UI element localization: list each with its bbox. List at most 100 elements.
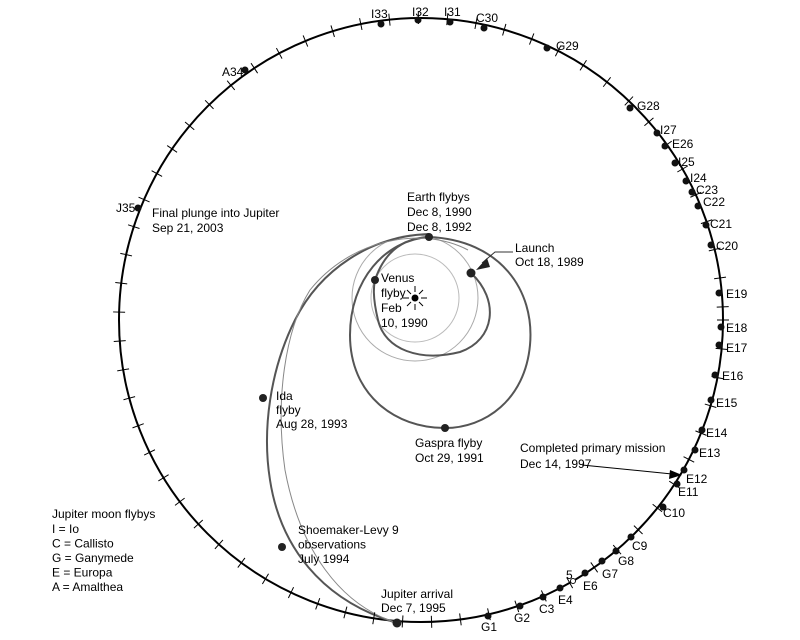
moon-flyby-dot <box>711 371 719 379</box>
sun-icon <box>403 286 427 310</box>
jupiter-arrival-label: Jupiter arrival <box>381 587 453 601</box>
moon-flyby-dot <box>680 466 688 474</box>
moon-flyby-markers <box>134 16 725 620</box>
inner-loop-trajectory <box>372 236 491 357</box>
orbit-tick <box>113 340 126 342</box>
primary-mission-arrowhead <box>669 470 682 479</box>
moon-flyby-label: C9 <box>632 539 648 553</box>
orbit-tick <box>677 165 688 173</box>
moon-flyby-label: I24 <box>690 171 707 185</box>
orbit-tick <box>117 368 130 372</box>
moon-flyby-dot <box>671 159 679 167</box>
moon-flyby-dot <box>556 584 564 592</box>
orbit-tick <box>715 347 728 351</box>
moon-flyby-dot <box>707 396 715 404</box>
moon-flyby-label: J35 <box>116 201 136 215</box>
moon-flyby-dot <box>717 323 725 331</box>
moon-flyby-label: G2 <box>514 611 530 625</box>
primary-mission-label: Completed primary mission <box>520 441 665 455</box>
orbit-tick <box>275 47 283 59</box>
primary-mission-label: Dec 14, 1997 <box>520 457 592 471</box>
moon-flyby-dot <box>612 547 620 555</box>
orbit-tick <box>127 224 140 230</box>
moon-flyby-dot <box>715 289 723 297</box>
moon-flyby-dot <box>570 578 576 584</box>
moon-flyby-dot <box>627 533 635 541</box>
moon-flyby-dot <box>134 204 142 212</box>
orbit-tick <box>644 117 654 127</box>
moon-flyby-label: E18 <box>726 321 748 335</box>
orbit-tick <box>143 449 156 456</box>
moon-flyby-label: E11 <box>678 485 699 499</box>
orbit-tick <box>716 306 729 308</box>
moon-flyby-label: E13 <box>699 446 721 460</box>
moon-flyby-label: G29 <box>556 39 579 53</box>
launch-label: Oct 18, 1989 <box>515 255 584 269</box>
venus-orbit <box>370 253 460 343</box>
primary-mission-arrow <box>581 464 673 475</box>
moon-flyby-dot <box>682 177 690 185</box>
venus-flyby-label: flyby <box>381 286 406 300</box>
moon-flyby-label: E4 <box>558 593 573 607</box>
orbit-tick <box>502 23 507 36</box>
moon-flyby-dot <box>659 503 667 511</box>
moon-flyby-label: C23 <box>696 183 718 197</box>
moon-flyby-dot <box>241 66 249 74</box>
venus-flyby-label: Feb <box>381 301 402 315</box>
orbit-tick <box>166 145 178 153</box>
orbit-tick <box>566 577 574 589</box>
orbit-tick <box>237 557 246 568</box>
orbit-tick <box>683 456 695 463</box>
legend-item: I = Io <box>52 522 79 536</box>
moon-flyby-label: C10 <box>663 506 685 520</box>
moon-flyby-dot <box>688 188 696 196</box>
moon-flyby-dot <box>539 593 547 601</box>
orbit-tick <box>193 519 204 529</box>
orbit-tick <box>633 525 643 535</box>
orbit-tick <box>120 252 133 257</box>
final-plunge-label: Final plunge into Jupiter <box>152 206 279 220</box>
venus-flyby-label: 10, 1990 <box>381 316 428 330</box>
orbit-tick <box>708 247 721 252</box>
orbit-tick <box>529 33 535 45</box>
launch-arrowhead <box>476 258 490 270</box>
orbit-tick <box>359 18 363 31</box>
orbit-tick <box>158 474 169 482</box>
cruise-to-jupiter-trajectory <box>266 233 430 624</box>
ida-flyby-marker <box>259 394 267 402</box>
moon-flyby-label: C30 <box>476 11 498 25</box>
orbit-tick <box>204 99 214 110</box>
moon-flyby-dot <box>715 341 723 349</box>
moon-flyby-dot <box>661 142 669 150</box>
moon-flyby-label: G28 <box>637 99 660 113</box>
ida-flyby-label: Aug 28, 1993 <box>276 417 348 431</box>
orbit-tick <box>123 396 136 401</box>
orbit-tick <box>652 503 663 513</box>
moon-flyby-dot <box>480 24 488 32</box>
orbit-tick <box>459 613 462 626</box>
orbit-tick <box>554 45 562 57</box>
orbit-tick <box>690 191 702 198</box>
earth-flyby-marker <box>425 233 433 241</box>
outer-cruise-trajectory <box>280 237 469 624</box>
moon-flyby-label: C3 <box>539 602 555 616</box>
launch-marker <box>466 268 476 278</box>
gaspra-flyby-marker <box>441 424 449 432</box>
legend-title: Jupiter moon flybys <box>52 507 155 521</box>
earth-flybys-label: Dec 8, 1992 <box>407 220 472 234</box>
moon-flyby-label: E19 <box>726 287 748 301</box>
orbit-tick <box>343 606 348 619</box>
orbit-tick <box>226 80 236 91</box>
moon-flyby-label: E16 <box>722 369 744 383</box>
moon-flyby-label: I32 <box>412 5 429 19</box>
orbit-tick <box>115 281 128 285</box>
jupiter-arrival-marker <box>392 618 402 628</box>
moon-flyby-dot <box>516 602 524 610</box>
orbit-tick <box>388 13 391 26</box>
moon-flyby-label: G7 <box>602 567 618 581</box>
moon-flyby-dot <box>581 569 589 577</box>
moon-flyby-label: E6 <box>583 579 598 593</box>
